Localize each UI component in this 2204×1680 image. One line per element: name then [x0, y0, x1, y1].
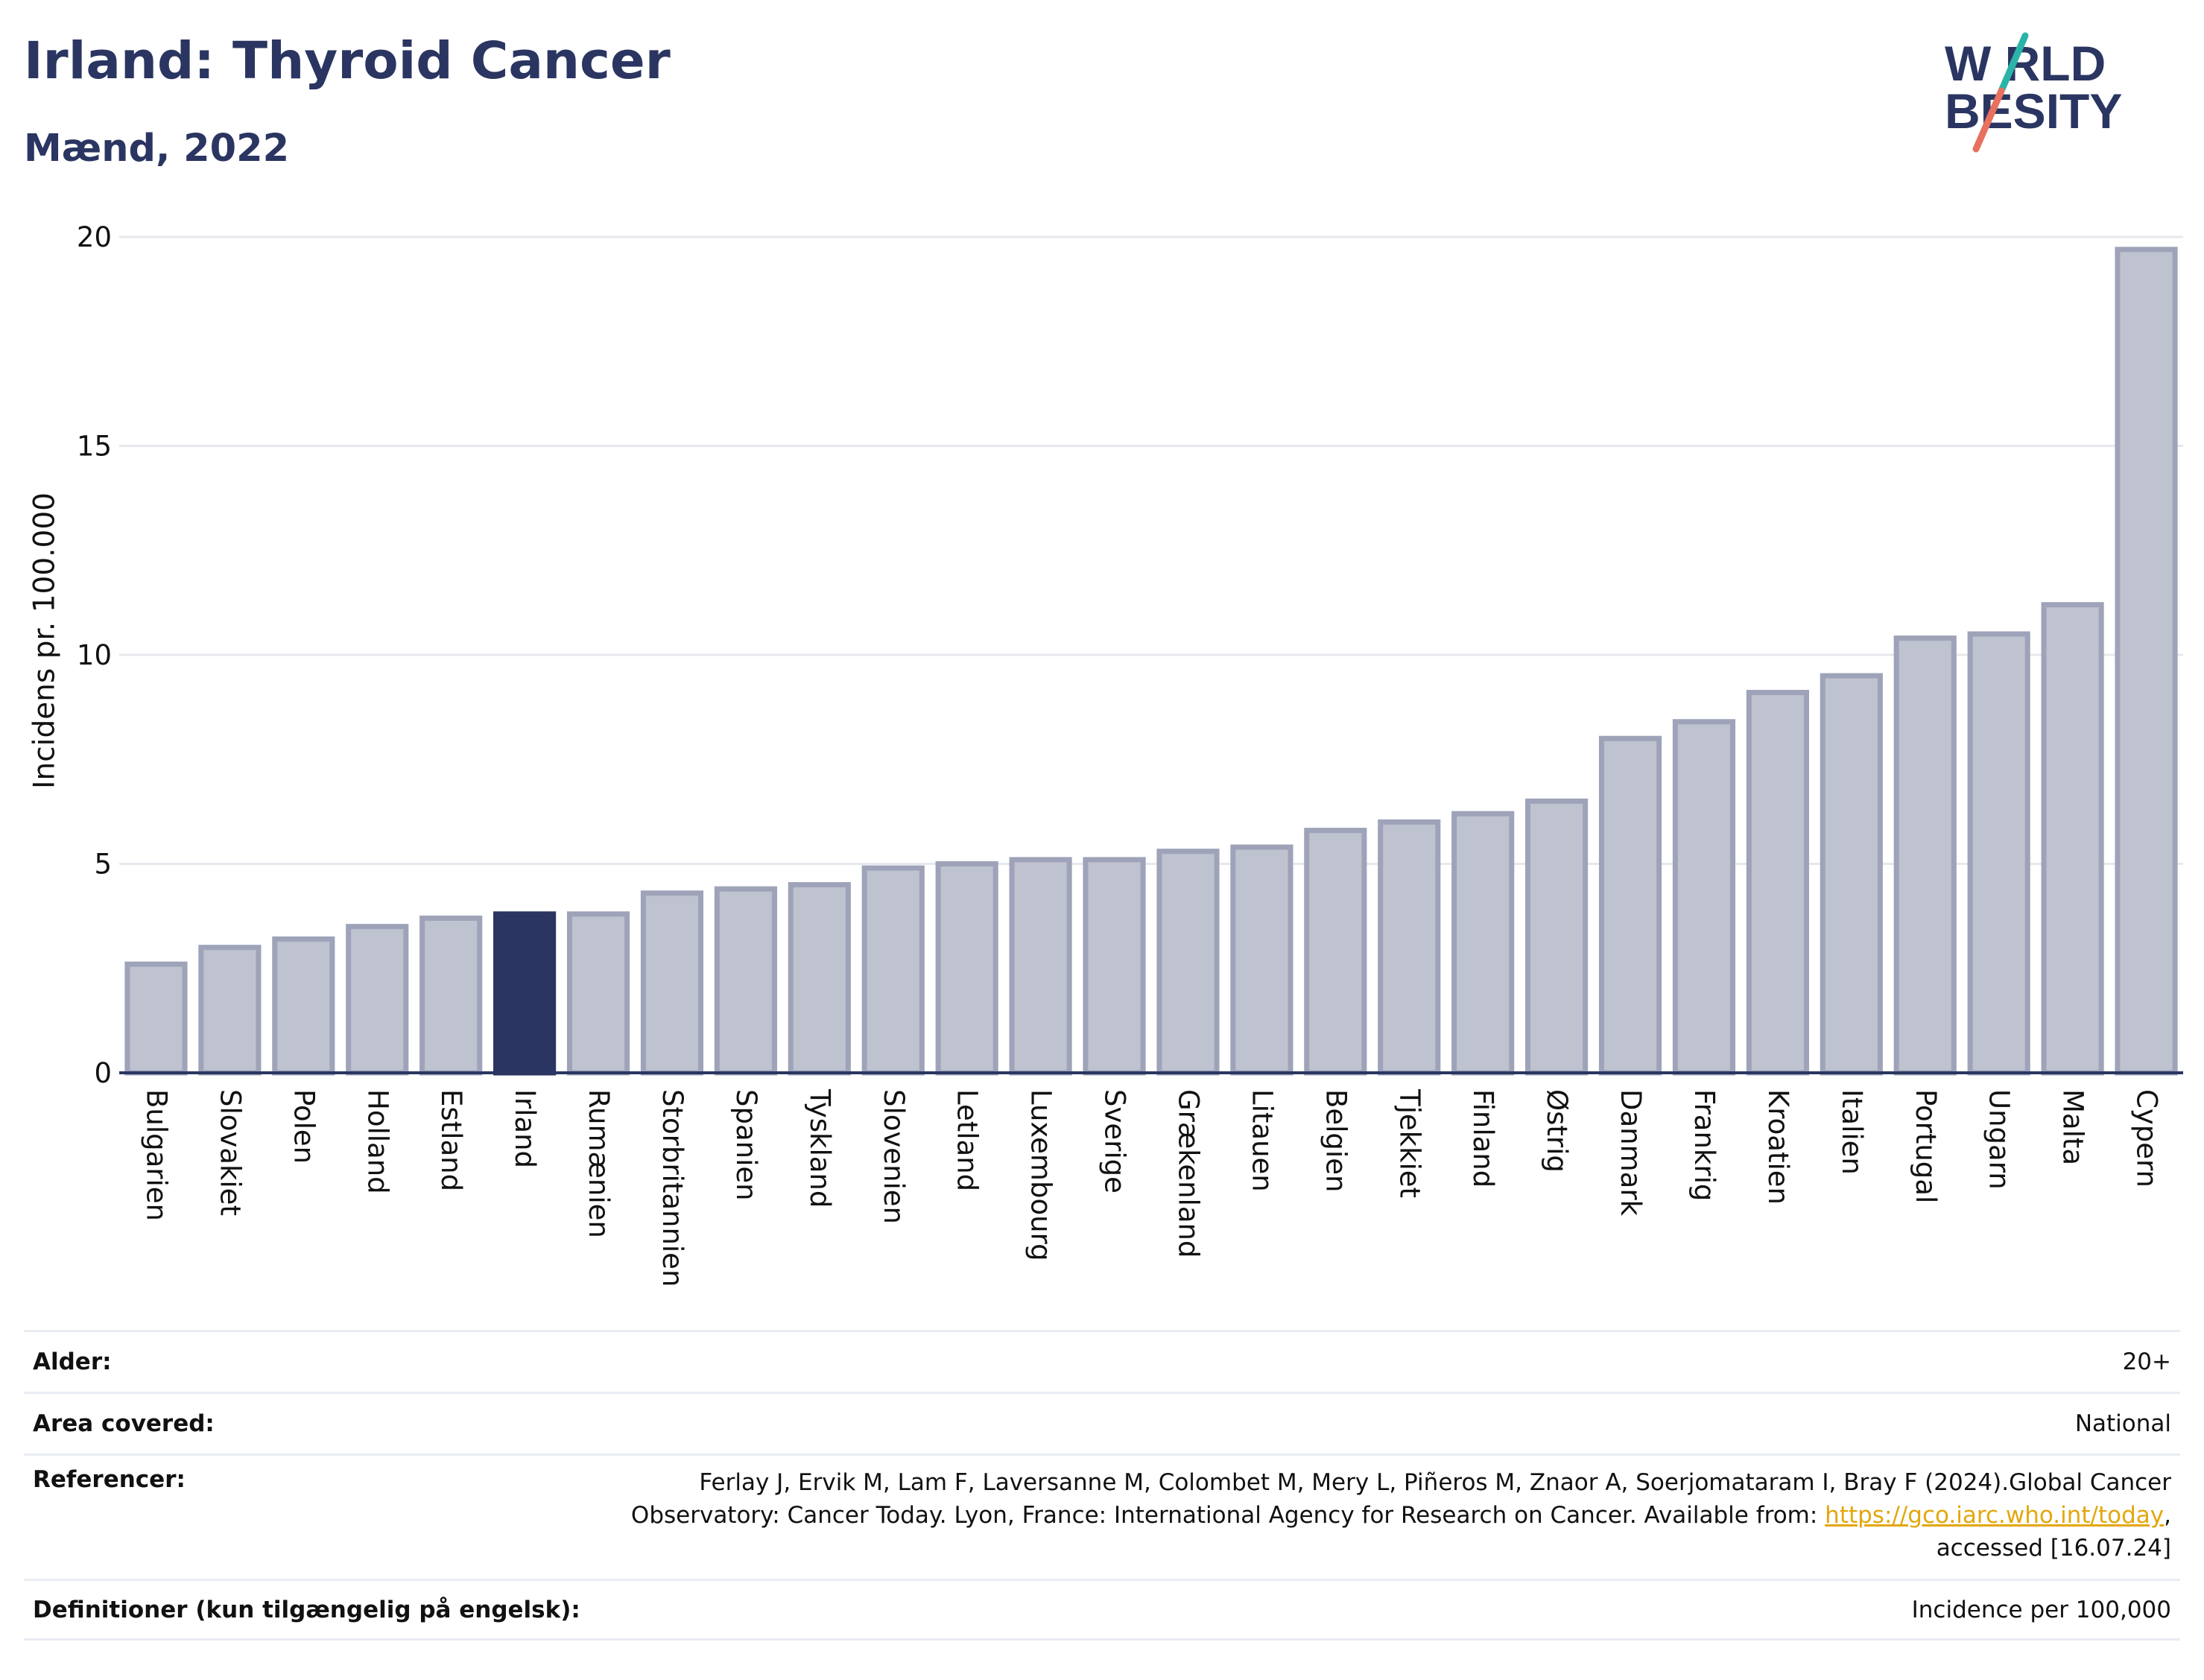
x-tick-label: Estland: [435, 1089, 467, 1191]
x-tick-label: Sverige: [1099, 1089, 1131, 1194]
bar: [1156, 849, 1220, 1076]
x-tick-label: Litauen: [1246, 1089, 1278, 1192]
logo-text-obesity: BESITY: [1945, 83, 2122, 139]
x-tick-label: Slovenien: [878, 1089, 910, 1224]
meta-row-area: Area covered: National: [24, 1392, 2180, 1454]
world-obesity-logo: W RLD BESITY: [1945, 32, 2122, 153]
bar: [2041, 602, 2104, 1076]
area-value: National: [2074, 1410, 2171, 1437]
bar: [419, 915, 483, 1076]
bar: [272, 936, 335, 1076]
logo-slash-bottom: [1972, 87, 2005, 153]
x-tick-label: Letland: [951, 1089, 984, 1191]
reference-line-3: accessed [16.07.24]: [1936, 1535, 2171, 1562]
x-tick-label: Finland: [1467, 1089, 1499, 1188]
reference-line-1: Ferlay J, Ervik M, Lam F, Laversanne M, …: [699, 1469, 2171, 1496]
x-tick-label: Rumænien: [583, 1089, 615, 1238]
reference-link[interactable]: https://gco.iarc.who.int/today: [1825, 1502, 2165, 1529]
y-tick-label: 20: [77, 221, 112, 253]
meta-row-age: Alder: 20+: [24, 1330, 2180, 1392]
bar: [1230, 844, 1293, 1076]
area-label: Area covered:: [33, 1410, 215, 1437]
meta-row-definitions: Definitioner (kun tilgængelig på engelsk…: [24, 1579, 2180, 1641]
bar: [1304, 828, 1367, 1076]
y-tick-label: 5: [94, 849, 112, 881]
bar: [1893, 635, 1957, 1076]
x-tick-label: Østrig: [1541, 1089, 1573, 1173]
x-tick-label: Portugal: [1910, 1089, 1942, 1203]
bar: [1820, 673, 1883, 1076]
chart-subtitle: Mænd, 2022: [24, 127, 290, 171]
bar: [198, 945, 262, 1076]
references-value: Ferlay J, Ervik M, Lam F, Laversanne M, …: [631, 1466, 2171, 1565]
x-tick-label: Malta: [2057, 1089, 2089, 1165]
meta-row-references: Referencer: Ferlay J, Ervik M, Lam F, La…: [24, 1454, 2180, 1579]
x-tick-label: Grækenland: [1172, 1089, 1204, 1258]
bar: [788, 882, 851, 1076]
x-tick-label: Slovakiet: [214, 1089, 246, 1216]
bar: [493, 911, 557, 1076]
age-value: 20+: [2122, 1348, 2171, 1375]
x-tick-label: Kroatien: [1762, 1089, 1794, 1205]
bar: [566, 911, 630, 1076]
y-tick-label: 0: [94, 1057, 112, 1089]
bar-chart: 0 5 10 15 20 Bulgarien Slovakiet Polen Holland Es…: [77, 221, 2183, 1287]
x-tick-label: Storbritannien: [656, 1089, 688, 1287]
bar: [861, 865, 925, 1076]
bar: [346, 924, 409, 1076]
metadata-table: Alder: 20+ Area covered: National Refere…: [24, 1330, 2180, 1641]
bar: [1598, 735, 1662, 1076]
x-tick-label: Holland: [361, 1089, 393, 1194]
chart-title: Irland: Thyroid Cancer: [24, 31, 671, 91]
age-label: Alder:: [33, 1348, 112, 1375]
x-tick-label: Tjekkiet: [1393, 1088, 1425, 1198]
x-tick-label: Spanien: [730, 1089, 762, 1201]
x-tick-label: Italien: [1836, 1089, 1868, 1175]
logo-slash-top: [1998, 32, 2029, 95]
x-tick-label: Cypern: [2131, 1089, 2163, 1188]
bar: [124, 961, 188, 1076]
bar: [2115, 247, 2178, 1076]
x-tick-label: Tyskland: [804, 1088, 836, 1208]
x-tick-label: Polen: [288, 1089, 320, 1164]
y-tick-label: 10: [77, 639, 112, 671]
bar: [1525, 798, 1589, 1076]
logo-text-world: W RLD: [1945, 36, 2106, 91]
x-tick-label: Irland: [509, 1089, 541, 1168]
x-tick-label: Luxembourg: [1025, 1089, 1057, 1261]
bar: [1009, 857, 1072, 1076]
bar: [1378, 819, 1441, 1076]
x-tick-label: Ungarn: [1983, 1089, 2015, 1190]
references-label: Referencer:: [33, 1466, 186, 1493]
bar: [1746, 689, 1809, 1076]
x-tick-label: Frankrig: [1688, 1089, 1720, 1201]
bar: [640, 890, 704, 1076]
bar: [1967, 631, 2030, 1076]
bar: [1672, 719, 1736, 1076]
reference-line-2: Observatory: Cancer Today. Lyon, France:…: [630, 1502, 1825, 1529]
x-tick-label: Bulgarien: [140, 1089, 172, 1221]
definitions-label: Definitioner (kun tilgængelig på engelsk…: [33, 1596, 580, 1623]
bar: [1451, 811, 1515, 1076]
x-tick-label: Belgien: [1320, 1089, 1352, 1192]
bar: [935, 861, 998, 1076]
bar: [714, 886, 777, 1076]
x-tick-label: Danmark: [1615, 1089, 1647, 1217]
y-tick-label: 15: [77, 431, 112, 463]
reference-line-2-end: ,: [2164, 1502, 2171, 1529]
bar: [1083, 857, 1146, 1076]
definitions-value: Incidence per 100,000: [1911, 1596, 2171, 1623]
